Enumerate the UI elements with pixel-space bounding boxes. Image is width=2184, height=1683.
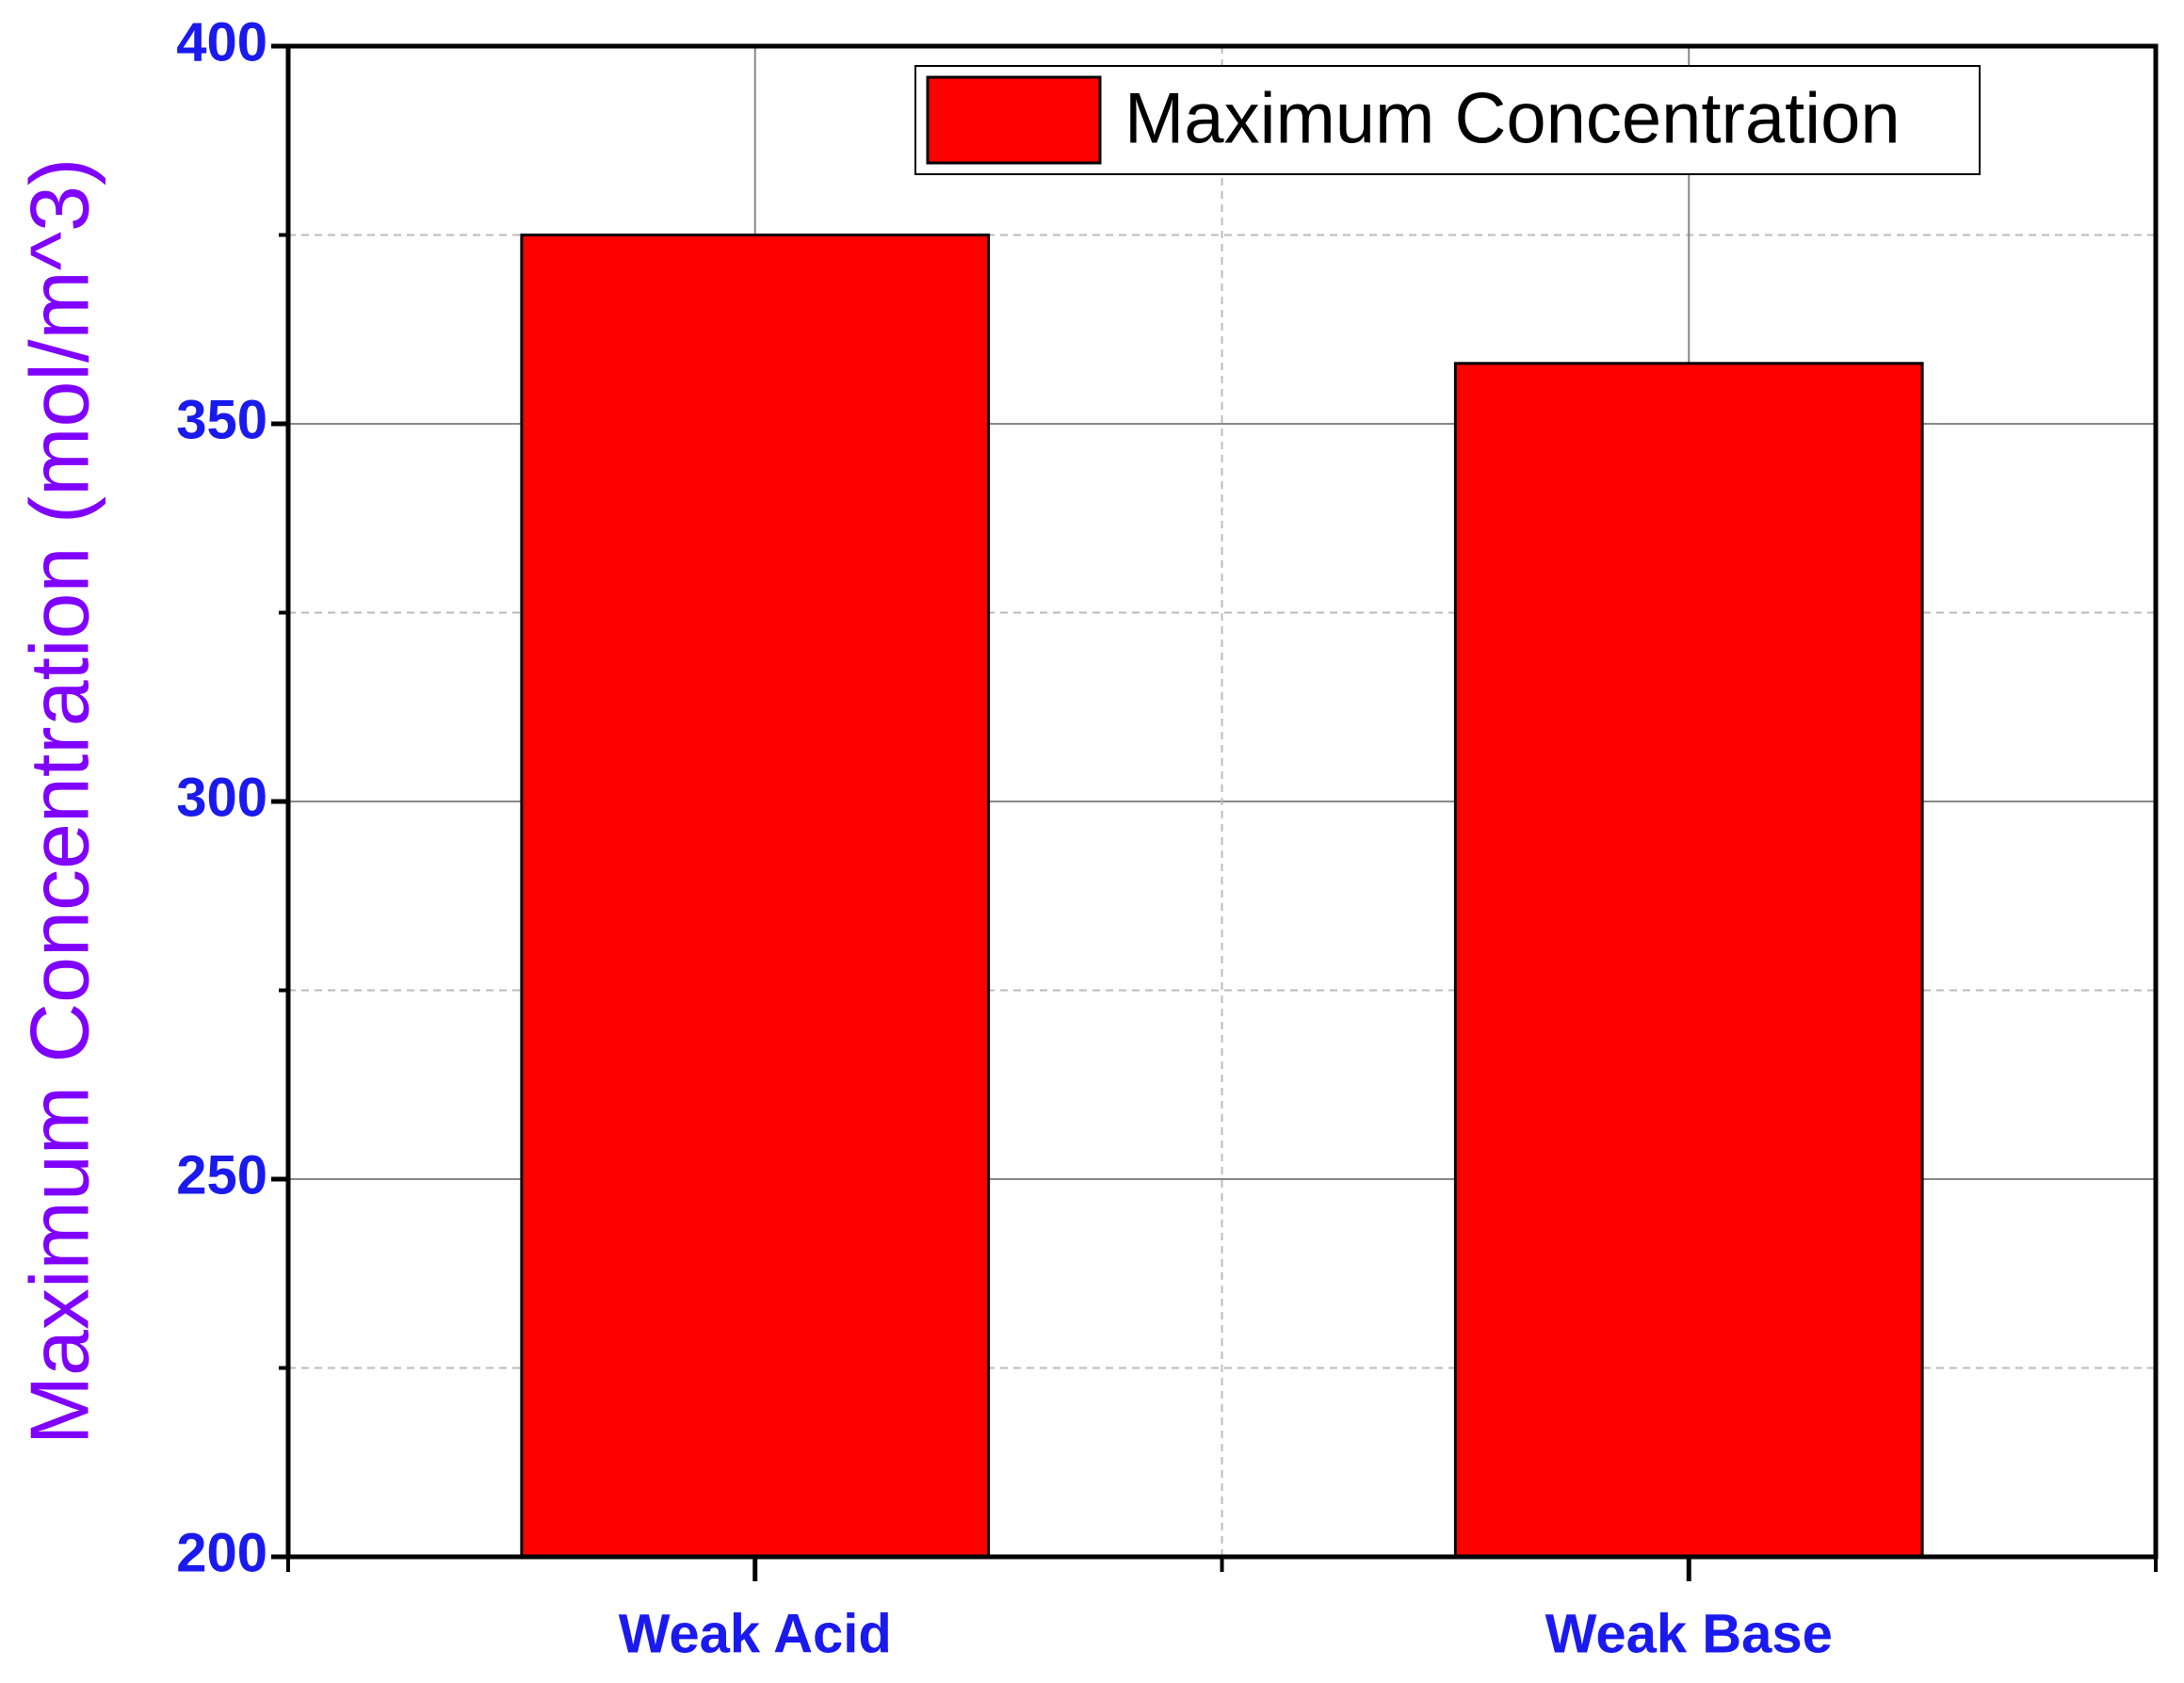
legend-label: Maximum Concentration <box>1124 79 1901 159</box>
y-tick-label: 300 <box>176 767 267 828</box>
y-tick-label: 350 <box>176 389 267 450</box>
x-tick-label: Weak Acid <box>619 1603 892 1664</box>
y-axis-label: Maximum Concentration (mol/m^3) <box>12 158 105 1446</box>
bars <box>520 234 1924 1559</box>
legend-swatch <box>926 75 1102 165</box>
y-tick-label: 200 <box>176 1522 267 1583</box>
plot-frame <box>285 43 2159 1560</box>
y-tick-label: 250 <box>176 1144 267 1206</box>
x-tick-label: Weak Base <box>1545 1603 1833 1664</box>
bar <box>1453 362 1924 1559</box>
axes: 200 250 300 350 400 Weak Acid Weak Base Maximum… <box>176 11 2159 1664</box>
bar <box>520 234 991 1559</box>
y-tick-label: 400 <box>176 11 267 73</box>
